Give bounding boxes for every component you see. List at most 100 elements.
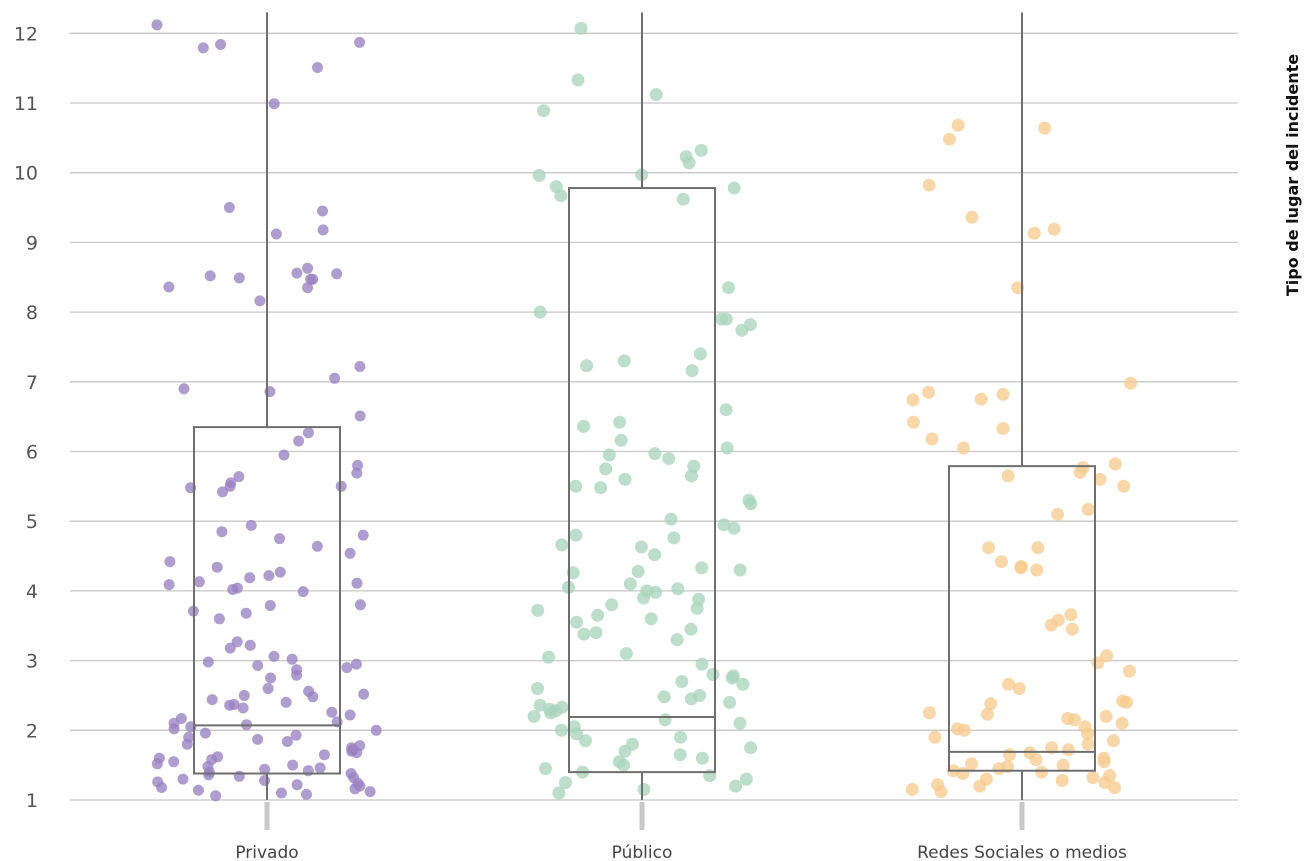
point-0-64 <box>350 658 362 670</box>
y-tick-label-7: 7 <box>26 372 38 394</box>
point-0-60 <box>224 642 236 654</box>
point-2-71 <box>1086 771 1100 785</box>
point-0-61 <box>268 650 280 662</box>
point-0-21 <box>329 372 341 384</box>
point-1-86 <box>527 709 541 723</box>
point-0-26 <box>293 435 305 447</box>
point-2-78 <box>905 783 919 796</box>
point-0-58 <box>231 636 243 648</box>
point-1-22 <box>685 364 699 378</box>
y-tick-label-4: 4 <box>26 581 38 603</box>
point-1-46 <box>648 548 662 562</box>
point-0-7 <box>317 205 328 217</box>
point-0-106 <box>287 759 299 771</box>
point-0-59 <box>244 639 256 651</box>
point-0-123 <box>349 783 361 795</box>
point-2-51 <box>957 723 971 737</box>
point-2-30 <box>1030 563 1044 577</box>
point-0-11 <box>291 267 303 279</box>
point-1-6 <box>682 156 696 170</box>
x-tick-label-2: Redes Sociales o medios <box>917 843 1127 861</box>
point-2-57 <box>1062 743 1075 757</box>
point-0-68 <box>291 669 303 681</box>
point-1-106 <box>729 779 743 793</box>
box-plots <box>193 12 1096 800</box>
point-2-64 <box>1056 758 1070 772</box>
point-0-51 <box>227 584 239 595</box>
point-2-7 <box>1011 281 1025 295</box>
point-2-6 <box>1027 226 1041 240</box>
point-0-53 <box>354 599 366 611</box>
point-0-52 <box>297 586 309 598</box>
point-0-27 <box>278 449 290 461</box>
point-1-25 <box>577 419 591 433</box>
point-2-74 <box>1098 776 1112 790</box>
point-2-26 <box>982 541 996 555</box>
point-1-29 <box>602 448 616 462</box>
point-0-46 <box>244 572 256 584</box>
point-1-105 <box>559 776 572 790</box>
point-1-98 <box>695 751 709 765</box>
point-0-89 <box>199 727 211 739</box>
point-2-24 <box>1051 507 1065 521</box>
point-0-126 <box>275 787 287 799</box>
point-0-117 <box>259 775 271 786</box>
point-1-4 <box>694 143 708 157</box>
point-0-80 <box>326 706 338 718</box>
point-1-95 <box>744 741 758 755</box>
point-2-0 <box>951 118 965 132</box>
point-1-10 <box>727 181 741 195</box>
x-tick-label-0: Privado <box>235 843 298 861</box>
point-0-79 <box>237 702 249 714</box>
point-1-104 <box>739 772 753 786</box>
point-0-113 <box>203 769 215 781</box>
point-2-73 <box>1055 774 1069 787</box>
point-1-85 <box>544 706 558 720</box>
point-0-73 <box>238 690 250 701</box>
point-1-101 <box>539 762 552 776</box>
point-1-13 <box>722 281 735 295</box>
box-2 <box>948 12 1096 800</box>
point-2-15 <box>925 432 939 446</box>
point-0-32 <box>335 480 347 492</box>
point-0-94 <box>181 738 193 750</box>
point-1-30 <box>662 452 676 465</box>
point-1-90 <box>554 723 568 737</box>
point-2-23 <box>1081 502 1095 516</box>
point-0-37 <box>216 526 228 538</box>
point-0-90 <box>290 729 302 741</box>
point-2-12 <box>906 393 920 407</box>
point-0-75 <box>206 694 218 706</box>
y-tick-label-12: 12 <box>14 23 38 45</box>
point-2-10 <box>996 387 1010 401</box>
point-2-38 <box>1001 677 1015 691</box>
point-1-79 <box>684 692 698 706</box>
point-0-125 <box>364 786 376 798</box>
point-0-120 <box>291 779 303 791</box>
point-0-4 <box>312 62 323 73</box>
y-tick-label-3: 3 <box>26 651 38 673</box>
x-tick-label-1: Público <box>612 843 673 861</box>
point-0-48 <box>351 577 363 589</box>
point-0-76 <box>280 696 292 708</box>
point-0-105 <box>151 758 163 770</box>
point-1-63 <box>570 615 584 629</box>
point-0-54 <box>264 600 276 611</box>
point-1-18 <box>735 323 749 337</box>
point-0-66 <box>341 662 353 674</box>
point-1-56 <box>637 591 650 605</box>
point-1-53 <box>671 582 685 596</box>
point-1-12 <box>676 192 690 206</box>
y-tick-label-10: 10 <box>14 163 38 185</box>
point-1-60 <box>531 603 545 617</box>
point-0-122 <box>156 782 168 793</box>
point-2-31 <box>1064 608 1078 622</box>
point-1-38 <box>744 497 758 511</box>
legend-title: Tipo de lugar del incidente <box>1283 54 1302 296</box>
point-1-41 <box>727 521 741 535</box>
point-1-62 <box>644 612 658 626</box>
point-0-124 <box>192 784 204 796</box>
point-0-20 <box>354 361 366 372</box>
x-axis-ticks <box>264 802 1025 830</box>
point-0-43 <box>211 561 223 573</box>
